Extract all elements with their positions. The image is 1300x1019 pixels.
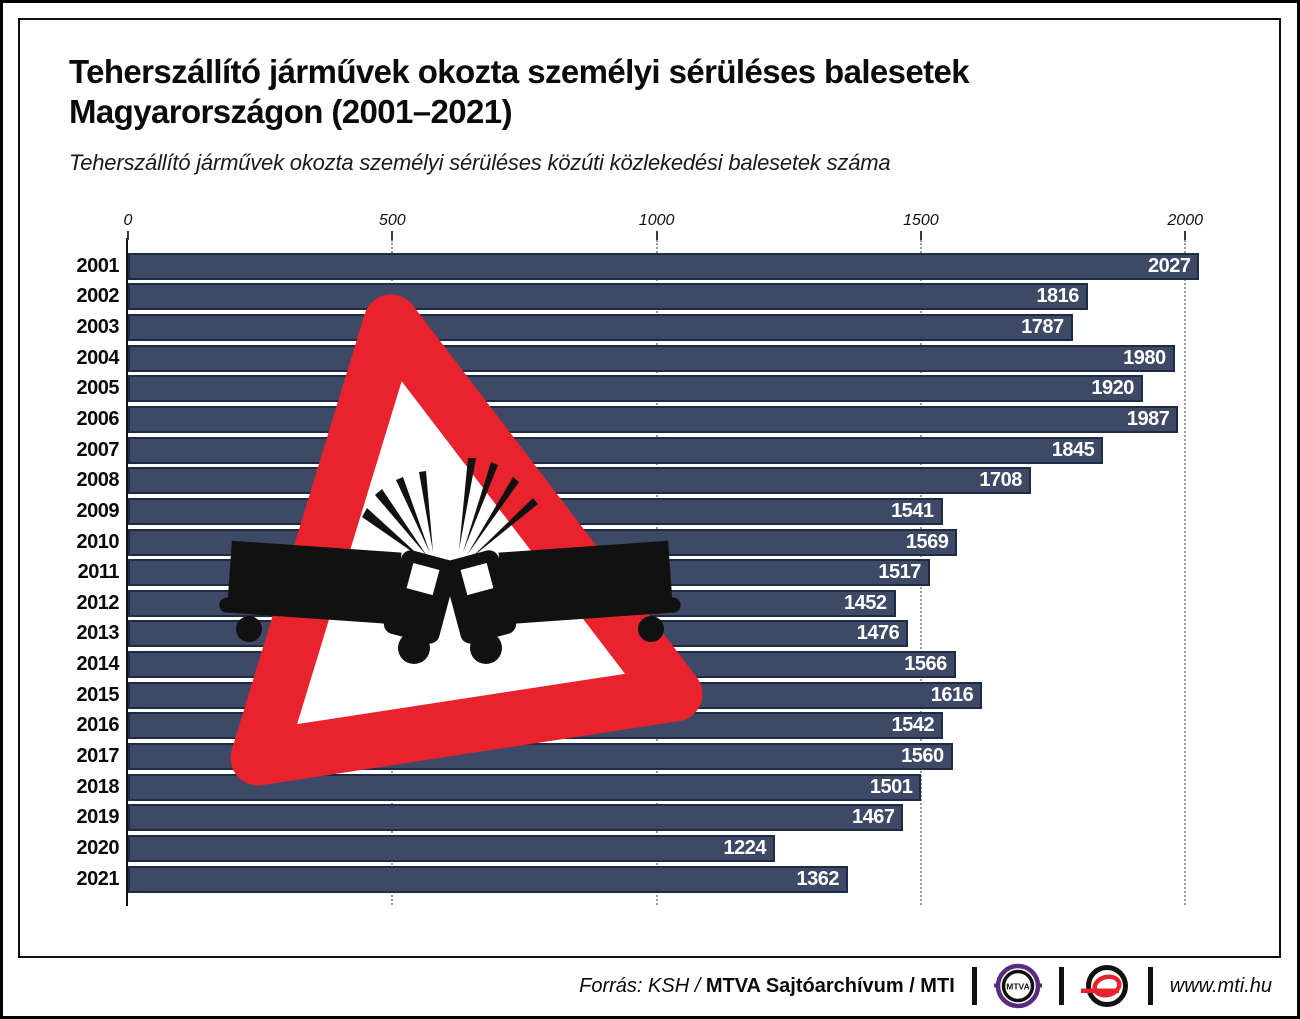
year-label: 2016 — [76, 714, 120, 737]
axis-tick — [655, 231, 658, 240]
mti-logo-icon — [1080, 965, 1128, 1007]
year-label: 2017 — [76, 745, 120, 768]
bar-2019: 1467 — [128, 804, 904, 832]
bar-2007: 1845 — [128, 436, 1104, 464]
bar-value-label: 1987 — [1126, 408, 1170, 430]
bar-2002: 1816 — [128, 283, 1088, 311]
bar-2021: 1362 — [128, 865, 848, 893]
axis-tick — [391, 231, 394, 240]
year-label: 2009 — [76, 499, 120, 522]
year-label: 2013 — [76, 622, 120, 645]
bar-2017: 1560 — [128, 743, 953, 771]
bar-value-label: 1616 — [930, 683, 974, 706]
year-label: 2008 — [76, 469, 120, 492]
website-link: www.mti.hu — [1169, 974, 1272, 997]
title-line-2: Magyarországon (2001–2021) — [69, 93, 513, 130]
bar-value-label: 1476 — [856, 622, 900, 645]
bar-2008: 1708 — [128, 467, 1031, 495]
bar-value-label: 1542 — [891, 714, 935, 737]
bar-value-label: 1541 — [891, 499, 934, 522]
bar-value-label: 1845 — [1051, 438, 1095, 461]
svg-text:MTVA: MTVA — [1006, 982, 1029, 992]
page-title: Teherszállító járművek okozta személyi s… — [69, 52, 1219, 132]
axis-tick — [919, 231, 922, 240]
footer-divider — [1147, 967, 1153, 1005]
source-label: Forrás: KSH / — [579, 974, 701, 997]
mtva-logo-icon: MTVA — [993, 963, 1042, 1009]
year-label: 2003 — [76, 316, 120, 339]
bar-2003: 1787 — [128, 314, 1073, 342]
year-label: 2012 — [76, 591, 120, 614]
bar-2012: 1452 — [128, 589, 896, 617]
year-label: 2015 — [76, 683, 120, 706]
axis-tick-label: 1000 — [638, 212, 675, 229]
footer: Forrás: KSH / MTVA Sajtóarchívum / MTI M… — [579, 962, 1272, 1010]
axis-tick-label: 2000 — [1167, 212, 1203, 229]
bar-value-label: 1467 — [851, 806, 895, 829]
bar-value-label: 1708 — [979, 469, 1022, 492]
bar-value-label: 1816 — [1036, 285, 1079, 308]
year-label: 2019 — [76, 806, 120, 829]
y-axis-line — [126, 238, 128, 906]
bar-2018: 1501 — [128, 773, 922, 801]
bar-value-label: 1569 — [905, 530, 949, 553]
footer-divider — [1058, 967, 1064, 1005]
source-agency: MTVA Sajtóarchívum / MTI — [705, 974, 955, 997]
bar-value-label: 1787 — [1021, 316, 1064, 339]
bar-value-label: 1980 — [1123, 346, 1166, 369]
year-label: 2001 — [76, 254, 120, 277]
bar-value-label: 1501 — [869, 775, 913, 798]
bar-2013: 1476 — [128, 620, 909, 648]
chart-frame — [18, 18, 1281, 958]
bar-value-label: 1560 — [901, 745, 944, 768]
bar-2009: 1541 — [128, 497, 943, 525]
bar-2016: 1542 — [128, 712, 944, 740]
year-label: 2020 — [76, 836, 120, 859]
bar-value-label: 1452 — [844, 591, 887, 614]
year-label: 2014 — [76, 653, 120, 676]
chart-subtitle: Teherszállító járművek okozta személyi s… — [69, 150, 891, 175]
year-label: 2021 — [76, 867, 120, 890]
bar-2015: 1616 — [128, 681, 983, 709]
bar-2006: 1987 — [128, 406, 1179, 433]
year-label: 2018 — [76, 775, 120, 798]
bar-value-label: 2027 — [1147, 254, 1191, 277]
bar-value-label: 1224 — [723, 836, 767, 859]
source-credit: Forrás: KSH / MTVA Sajtóarchívum / MTI — [579, 975, 955, 998]
axis-tick — [127, 231, 129, 240]
year-label: 2004 — [76, 346, 120, 369]
bar-2020: 1224 — [128, 834, 775, 862]
axis-tick — [1184, 231, 1187, 240]
footer-divider — [971, 967, 977, 1005]
year-label: 2005 — [76, 377, 120, 400]
axis-tick-label: 1500 — [903, 212, 939, 229]
axis-tick-label: 0 — [123, 212, 133, 229]
bar-2010: 1569 — [128, 528, 958, 556]
bar-value-label: 1362 — [796, 867, 839, 890]
title-line-1: Teherszállító járművek okozta személyi s… — [69, 53, 970, 90]
bar-value-label: 1920 — [1091, 377, 1134, 400]
axis-tick-label: 500 — [378, 212, 406, 229]
year-label: 2010 — [76, 530, 120, 553]
bar-2011: 1517 — [128, 559, 930, 587]
bar-2005: 1920 — [128, 375, 1143, 403]
year-label: 2002 — [76, 285, 120, 308]
gridline — [1184, 240, 1187, 905]
year-label: 2007 — [76, 438, 120, 461]
year-label: 2006 — [76, 408, 120, 430]
bar-2014: 1566 — [128, 651, 956, 679]
year-label: 2011 — [77, 561, 120, 584]
bar-2001: 2027 — [128, 252, 1200, 280]
bar-2004: 1980 — [128, 344, 1175, 372]
bar-value-label: 1517 — [878, 561, 921, 584]
bar-value-label: 1566 — [904, 653, 947, 676]
